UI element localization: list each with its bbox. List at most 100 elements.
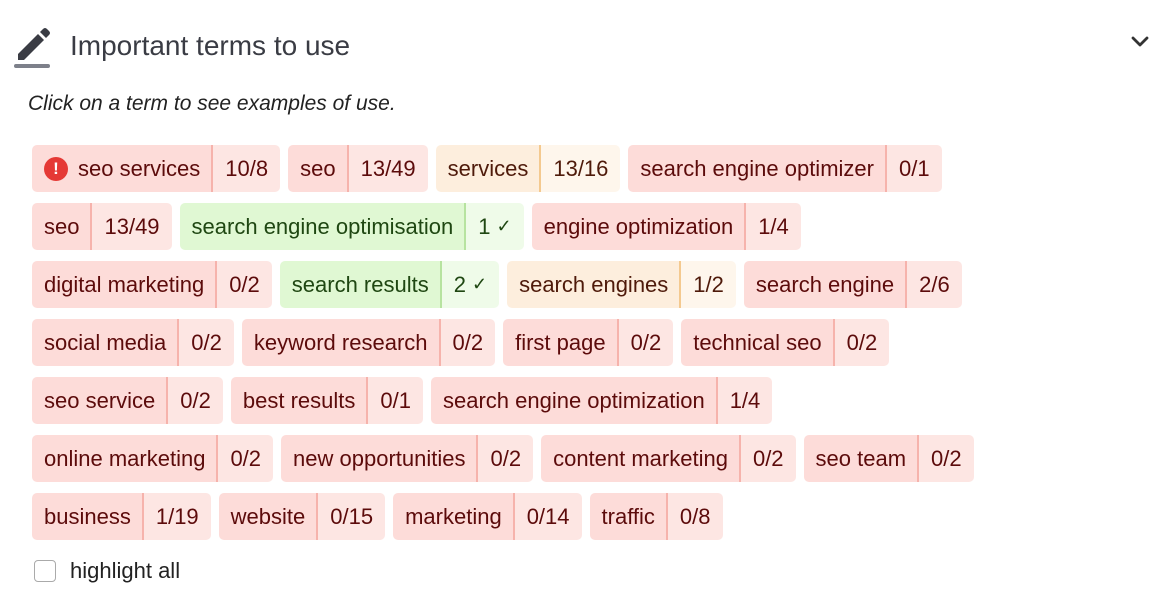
highlight-all-checkbox[interactable]	[34, 560, 56, 582]
term-tag[interactable]: new opportunities 0/2	[281, 435, 534, 482]
term-tag[interactable]: seo 13/49	[32, 203, 172, 250]
term-text: technical seo	[693, 329, 822, 355]
term-text: digital marketing	[44, 271, 205, 297]
term-text: seo	[44, 213, 80, 239]
term-count: 0/2	[215, 261, 272, 308]
term-label: new opportunities	[281, 435, 477, 482]
term-label: seo	[288, 145, 347, 192]
term-tag[interactable]: search engine optimizer 0/1	[628, 145, 942, 192]
term-count: 0/2	[476, 435, 534, 482]
term-tag[interactable]: search engine optimisation 1 ✓	[179, 203, 524, 250]
term-tag[interactable]: seo 13/49	[288, 145, 428, 192]
term-tag[interactable]: content marketing 0/2	[541, 435, 796, 482]
count-text: 13/16	[553, 155, 609, 181]
count-text: 13/49	[104, 213, 160, 239]
term-label: online marketing	[32, 435, 217, 482]
term-count: 13/49	[346, 145, 428, 192]
term-tag[interactable]: services 13/16	[435, 145, 621, 192]
term-text: search results	[291, 271, 429, 297]
count-text: 0/2	[180, 387, 211, 413]
term-count: 0/2	[216, 435, 274, 482]
term-count: 0/2	[166, 377, 223, 424]
term-label: engine optimization	[531, 203, 745, 250]
term-text: online marketing	[44, 445, 206, 471]
term-tag[interactable]: search engines 1/2	[507, 261, 736, 308]
term-tag[interactable]: engine optimization 1/4	[531, 203, 801, 250]
term-tag[interactable]: online marketing 0/2	[32, 435, 274, 482]
term-tag[interactable]: digital marketing 0/2	[32, 261, 272, 308]
term-count: 0/2	[616, 319, 674, 366]
check-icon: ✓	[496, 216, 512, 236]
term-tag[interactable]: search results 2 ✓	[279, 261, 500, 308]
section-header[interactable]: Important terms to use	[14, 22, 1156, 70]
term-tag[interactable]: seo service 0/2	[32, 377, 223, 424]
term-tag[interactable]: marketing 0/14	[393, 493, 582, 540]
count-text: 1/4	[758, 213, 789, 239]
term-text: business	[44, 503, 131, 529]
term-count: 1 ✓	[464, 203, 524, 250]
term-count: 10/8	[211, 145, 281, 192]
highlight-all-option[interactable]: highlight all	[34, 558, 180, 584]
term-label: keyword research	[241, 319, 439, 366]
term-text: traffic	[601, 503, 655, 529]
term-count: 0/8	[665, 493, 723, 540]
term-row: ! seo services 10/8 seo 13/49 services 13/16 se…	[32, 145, 974, 192]
term-text: keyword research	[253, 329, 428, 355]
term-text: best results	[242, 387, 356, 413]
term-tag[interactable]: website 0/15	[218, 493, 386, 540]
count-text: 1	[478, 213, 491, 239]
term-row: seo service 0/2 best results 0/1 search engi…	[32, 377, 974, 424]
term-tag[interactable]: search engine 2/6	[743, 261, 962, 308]
term-count: 0/2	[738, 435, 796, 482]
term-tag[interactable]: keyword research 0/2	[241, 319, 496, 366]
term-count: 0/2	[917, 435, 974, 482]
count-text: 2	[453, 271, 466, 297]
count-text: 0/2	[752, 445, 784, 471]
term-text: social media	[44, 329, 167, 355]
term-text: search engines	[519, 271, 669, 297]
term-text: marketing	[405, 503, 502, 529]
count-text: 0/1	[898, 155, 930, 181]
term-label: search engine optimizer	[628, 145, 885, 192]
count-text: 0/2	[191, 329, 222, 355]
term-label: search results	[279, 261, 440, 308]
term-count: 1/4	[715, 377, 773, 424]
term-count: 13/16	[539, 145, 621, 192]
term-text: new opportunities	[293, 445, 466, 471]
chevron-down-icon[interactable]	[1128, 30, 1152, 54]
term-count: 1/4	[744, 203, 801, 250]
count-text: 10/8	[225, 155, 269, 181]
count-text: 0/2	[931, 445, 962, 471]
term-text: content marketing	[553, 445, 728, 471]
term-tag[interactable]: traffic 0/8	[589, 493, 723, 540]
term-count: 0/2	[177, 319, 234, 366]
term-tag[interactable]: business 1/19	[32, 493, 211, 540]
term-label: seo service	[32, 377, 167, 424]
term-label: seo team	[803, 435, 918, 482]
term-tag[interactable]: seo team 0/2	[803, 435, 974, 482]
warning-icon: !	[44, 156, 68, 181]
term-text: services	[447, 155, 529, 181]
term-count: 0/2	[438, 319, 496, 366]
term-tag[interactable]: technical seo 0/2	[681, 319, 890, 366]
term-count: 0/1	[884, 145, 942, 192]
term-count: 0/2	[832, 319, 890, 366]
term-count: 2/6	[905, 261, 962, 308]
term-text: search engine optimization	[442, 387, 705, 413]
term-label: first page	[503, 319, 617, 366]
term-tag[interactable]: social media 0/2	[32, 319, 234, 366]
term-tag[interactable]: first page 0/2	[503, 319, 674, 366]
count-text: 0/2	[846, 329, 878, 355]
term-tag[interactable]: ! seo services 10/8	[32, 145, 281, 192]
count-text: 0/2	[630, 329, 662, 355]
count-text: 0/2	[452, 329, 484, 355]
term-count: 2 ✓	[439, 261, 500, 308]
term-label: technical seo	[681, 319, 833, 366]
term-label: social media	[32, 319, 178, 366]
term-row: seo 13/49 search engine optimisation 1 ✓ engi…	[32, 203, 974, 250]
term-tag[interactable]: best results 0/1	[230, 377, 423, 424]
term-label: ! seo services	[32, 145, 212, 192]
term-tag[interactable]: search engine optimization 1/4	[430, 377, 773, 424]
section-title: Important terms to use	[70, 30, 351, 61]
term-label: business	[32, 493, 142, 540]
